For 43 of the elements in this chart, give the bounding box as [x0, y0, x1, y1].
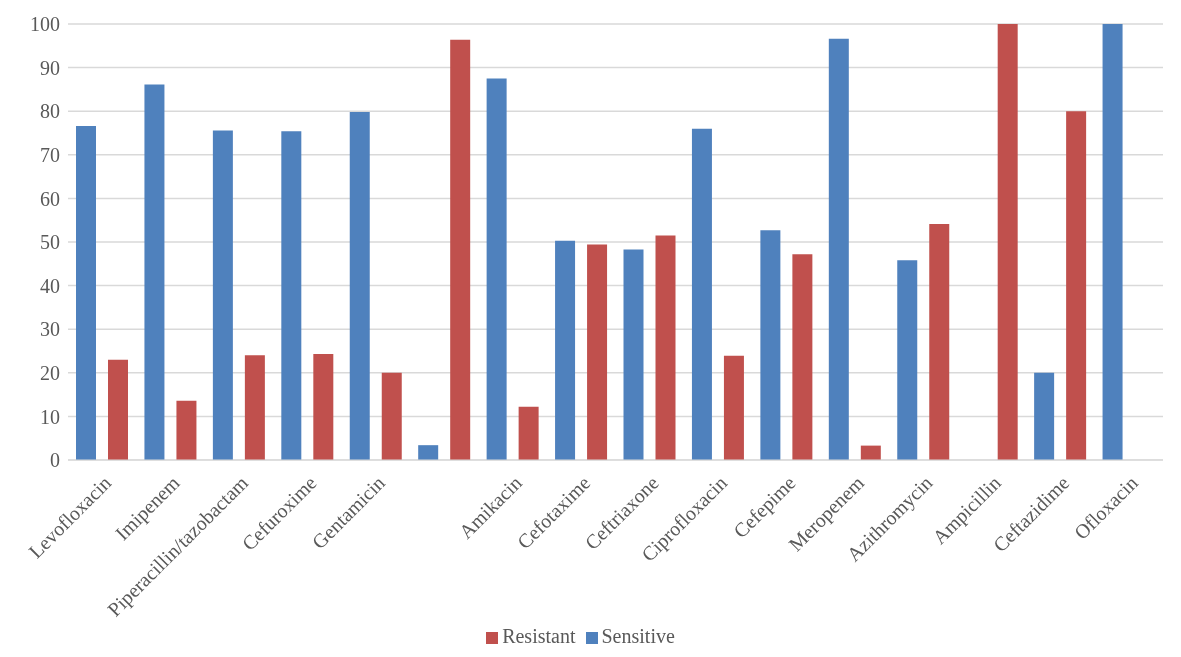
bar — [929, 224, 950, 460]
y-tick-label: 90 — [40, 56, 60, 79]
y-tick-label: 20 — [40, 361, 60, 384]
bar — [418, 445, 439, 460]
bar — [623, 249, 644, 460]
legend-label: Sensitive — [601, 625, 675, 647]
bar — [108, 359, 128, 460]
bar — [518, 406, 539, 460]
bar — [212, 130, 233, 460]
bar — [349, 112, 370, 460]
bar — [144, 84, 165, 460]
bar — [691, 128, 712, 460]
y-tick-label: 80 — [40, 100, 60, 123]
bar — [655, 235, 676, 460]
bar — [450, 39, 471, 460]
bar — [760, 230, 781, 460]
y-tick-label: 10 — [40, 405, 60, 428]
y-tick-label: 30 — [40, 318, 60, 341]
y-tick-label: 50 — [40, 231, 60, 254]
bar — [723, 355, 744, 460]
bar — [176, 400, 197, 460]
bar — [997, 24, 1018, 460]
y-tick-label: 100 — [30, 13, 60, 36]
bar — [587, 244, 608, 460]
y-tick-label: 70 — [40, 143, 60, 166]
bar — [76, 126, 96, 460]
y-tick-label: 40 — [40, 274, 60, 297]
y-tick-label: 0 — [50, 449, 60, 472]
bar — [244, 355, 265, 460]
bar — [281, 131, 302, 460]
bar — [792, 254, 813, 460]
bar — [486, 78, 507, 460]
bar — [1066, 111, 1087, 460]
bar — [313, 354, 334, 460]
legend-label: Resistant — [502, 625, 576, 647]
bar — [828, 38, 849, 460]
bar — [1102, 24, 1123, 460]
bar — [897, 260, 918, 460]
y-tick-label: 60 — [40, 187, 60, 210]
bar — [1034, 372, 1055, 460]
bar — [555, 240, 576, 460]
bar — [381, 372, 402, 460]
bar — [860, 445, 881, 460]
